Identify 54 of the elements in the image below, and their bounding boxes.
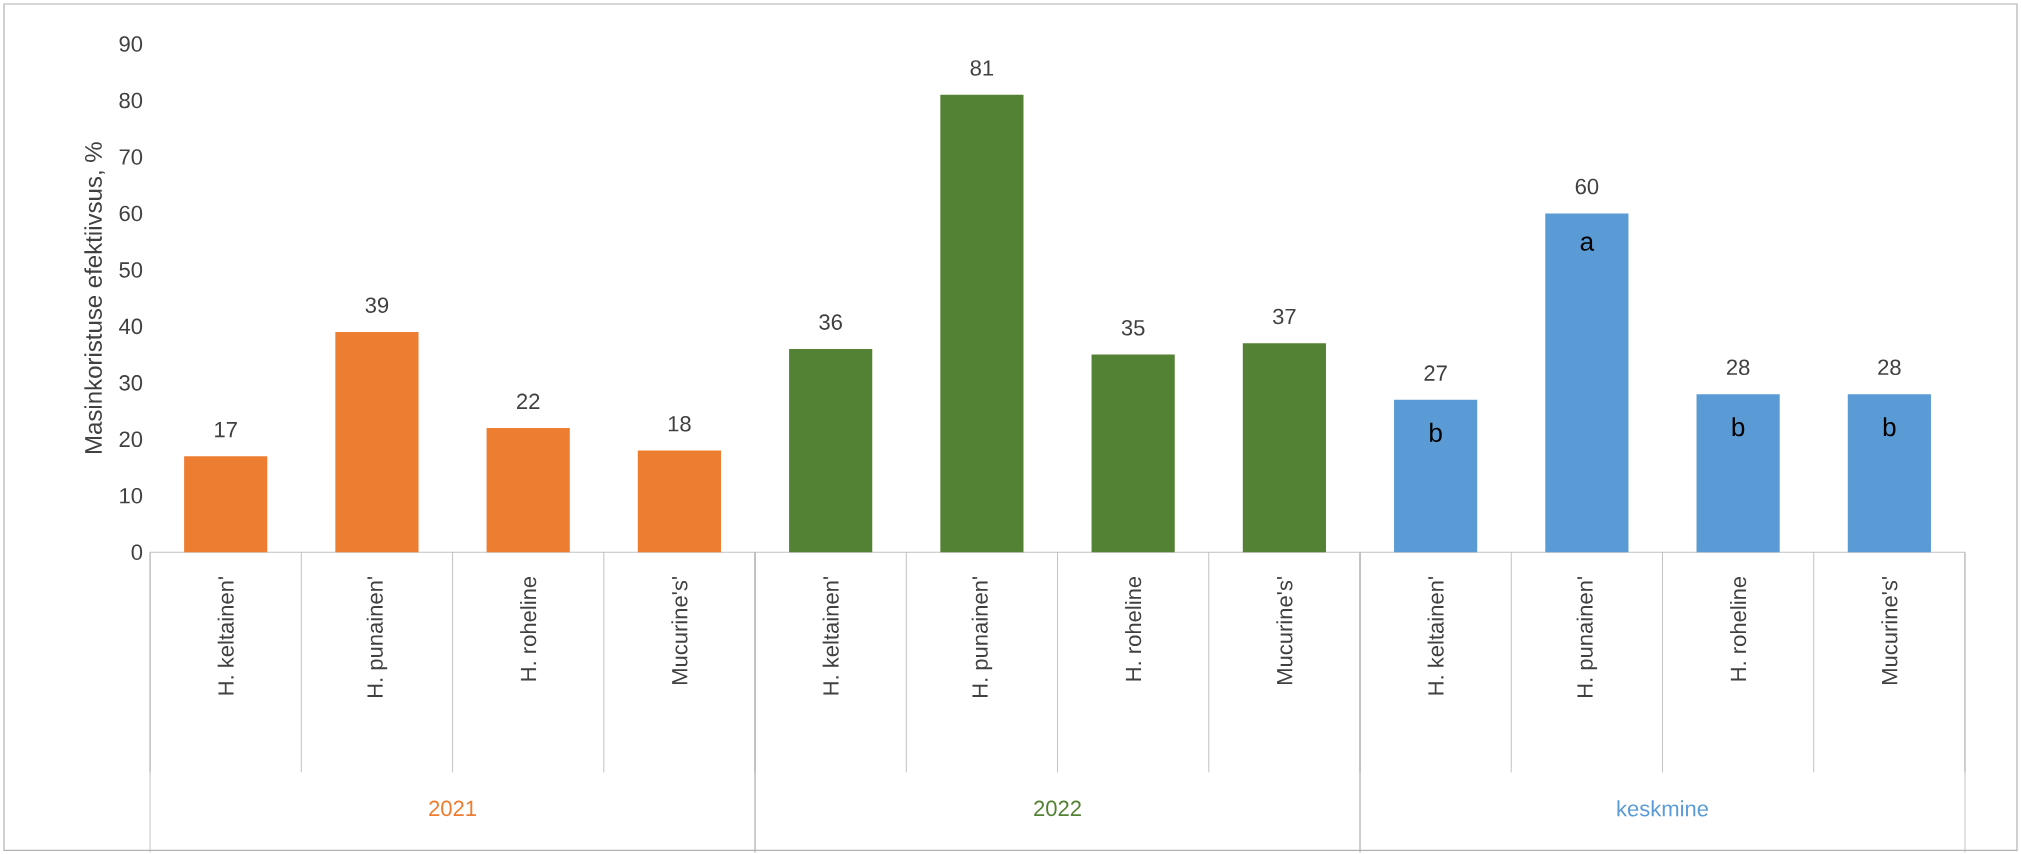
annotation: b	[1883, 417, 1896, 437]
data-label: 22	[517, 393, 540, 409]
y-tick-label: 10	[120, 487, 143, 504]
x-tick-label: Mucurine's'	[1276, 576, 1293, 684]
data-label: 36	[819, 314, 842, 330]
data-label: 27	[1424, 365, 1447, 381]
y-tick-label: 20	[119, 431, 143, 447]
y-tick-label: 50	[119, 261, 143, 278]
x-tick-label: H. roheline	[1125, 576, 1142, 681]
x-tick-label: H. punainen'	[366, 576, 388, 697]
x-tick-label: Mucurine's'	[671, 576, 688, 684]
y-tick-label: 70	[119, 148, 143, 165]
x-tick-label: H. keltainen'	[1427, 576, 1444, 695]
bar	[637, 450, 722, 553]
annotation: b	[1732, 417, 1745, 437]
bar	[1545, 213, 1629, 553]
data-label: 35	[1121, 319, 1145, 336]
y-tick-label: 60	[119, 205, 143, 222]
data-label: 81	[970, 60, 994, 76]
annotation: b	[1430, 422, 1442, 442]
y-tick-label: 90	[119, 36, 143, 52]
x-tick-label: H. punainen'	[971, 576, 993, 697]
data-label: 37	[1273, 308, 1296, 325]
bar	[789, 348, 873, 553]
bar	[1394, 399, 1478, 553]
data-label: 18	[668, 415, 691, 432]
text: keskmine	[1617, 800, 1708, 817]
data-label: 60	[1575, 178, 1599, 195]
y-tick-label: 30	[119, 374, 143, 391]
data-label: 17	[215, 421, 237, 437]
data-label: 28	[1726, 359, 1750, 375]
y-axis-title: Masinkoristuse efektiivsus, %	[84, 142, 105, 453]
x-tick-label: H. keltainen'	[822, 576, 839, 695]
text: 2021	[429, 800, 476, 816]
text: 2022	[1034, 800, 1081, 816]
bar	[184, 456, 268, 553]
x-tick-label: H. punainen'	[1576, 576, 1598, 697]
annotation: a	[1580, 236, 1595, 251]
x-tick-label: H. roheline	[1730, 576, 1747, 681]
data-label: 39	[365, 297, 389, 313]
bar	[1091, 354, 1175, 553]
x-tick-label: H. roheline	[520, 576, 537, 681]
data-label: 28	[1878, 359, 1901, 375]
y-tick-label: 80	[119, 92, 143, 109]
bar	[335, 331, 419, 553]
y-tick-label: 40	[119, 318, 143, 334]
x-tick-label: Mucurine's'	[1881, 576, 1898, 684]
bar	[1847, 393, 1931, 553]
bar	[486, 427, 570, 553]
bar	[940, 94, 1024, 553]
bar	[1696, 393, 1780, 553]
bar	[1242, 343, 1326, 553]
y-tick-label: 0	[131, 544, 143, 560]
x-tick-label: H. keltainen'	[217, 576, 234, 695]
